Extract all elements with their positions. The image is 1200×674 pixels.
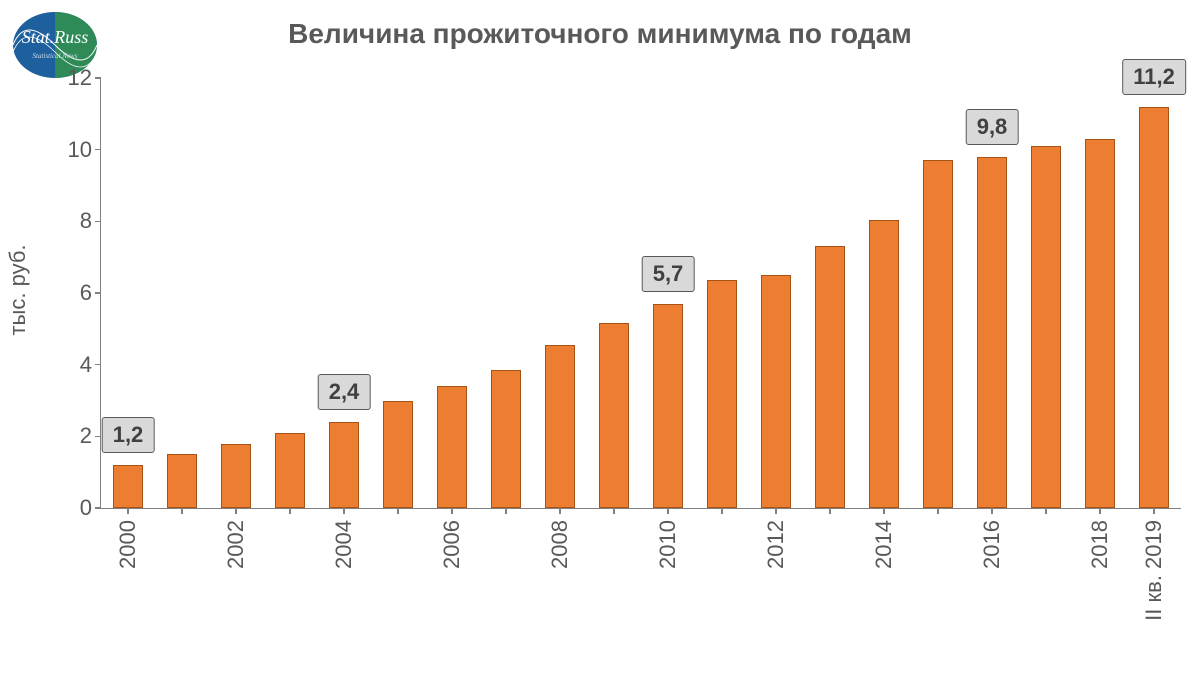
x-tick-mark bbox=[235, 508, 237, 514]
bar bbox=[221, 444, 251, 509]
bar bbox=[167, 454, 197, 508]
x-tick-label: 2012 bbox=[763, 520, 789, 569]
value-callout: 2,4 bbox=[318, 374, 371, 410]
bar bbox=[869, 220, 899, 508]
y-tick-mark bbox=[95, 292, 101, 294]
x-tick-label: II кв. 2019 bbox=[1141, 520, 1167, 621]
bar bbox=[275, 433, 305, 508]
y-tick-label: 6 bbox=[80, 280, 92, 306]
y-tick-mark bbox=[95, 149, 101, 151]
x-tick-mark bbox=[883, 508, 885, 514]
x-tick-mark bbox=[1153, 508, 1155, 514]
x-tick-mark bbox=[181, 508, 183, 514]
bar bbox=[383, 401, 413, 509]
x-tick-mark bbox=[667, 508, 669, 514]
y-tick-mark bbox=[95, 221, 101, 223]
x-tick-mark bbox=[775, 508, 777, 514]
y-tick-mark bbox=[95, 364, 101, 366]
x-tick-mark bbox=[397, 508, 399, 514]
bar bbox=[761, 275, 791, 508]
x-tick-mark bbox=[451, 508, 453, 514]
bar bbox=[653, 304, 683, 508]
y-tick-label: 0 bbox=[80, 495, 92, 521]
bar bbox=[329, 422, 359, 508]
bar bbox=[491, 370, 521, 508]
y-tick-label: 8 bbox=[80, 208, 92, 234]
bar bbox=[707, 280, 737, 508]
x-tick-label: 2014 bbox=[871, 520, 897, 569]
bar bbox=[1031, 146, 1061, 508]
logo-text-sub: Statistical News bbox=[33, 52, 78, 60]
y-tick-label: 10 bbox=[68, 137, 92, 163]
value-callout: 1,2 bbox=[102, 417, 155, 453]
y-tick-mark bbox=[95, 77, 101, 79]
x-tick-label: 2018 bbox=[1087, 520, 1113, 569]
bar bbox=[1139, 107, 1169, 508]
y-tick-label: 2 bbox=[80, 423, 92, 449]
x-tick-label: 2000 bbox=[115, 520, 141, 569]
x-tick-mark bbox=[937, 508, 939, 514]
bar bbox=[113, 465, 143, 508]
x-tick-mark bbox=[829, 508, 831, 514]
x-tick-mark bbox=[721, 508, 723, 514]
chart-title: Величина прожиточного минимума по годам bbox=[0, 18, 1200, 50]
x-tick-label: 2004 bbox=[331, 520, 357, 569]
x-tick-mark bbox=[1045, 508, 1047, 514]
x-tick-label: 2016 bbox=[979, 520, 1005, 569]
value-callout: 11,2 bbox=[1122, 59, 1186, 95]
x-tick-mark bbox=[505, 508, 507, 514]
x-tick-mark bbox=[343, 508, 345, 514]
x-tick-mark bbox=[1099, 508, 1101, 514]
y-axis-label: тыс. руб. bbox=[5, 244, 31, 335]
bar bbox=[545, 345, 575, 508]
y-tick-mark bbox=[95, 436, 101, 438]
bar bbox=[923, 160, 953, 508]
plot-area: 2000200220042006200820102012201420162018… bbox=[100, 78, 1181, 509]
x-tick-mark bbox=[559, 508, 561, 514]
y-tick-label: 12 bbox=[68, 65, 92, 91]
x-tick-mark bbox=[991, 508, 993, 514]
x-tick-label: 2010 bbox=[655, 520, 681, 569]
bar bbox=[437, 386, 467, 508]
value-callout: 9,8 bbox=[966, 109, 1019, 145]
x-tick-label: 2006 bbox=[439, 520, 465, 569]
value-callout: 5,7 bbox=[642, 256, 695, 292]
chart-root: Stat.Russ Statistical News Величина прож… bbox=[0, 0, 1200, 674]
x-tick-mark bbox=[127, 508, 129, 514]
bar bbox=[815, 246, 845, 508]
x-tick-label: 2002 bbox=[223, 520, 249, 569]
bar bbox=[599, 323, 629, 508]
x-tick-mark bbox=[613, 508, 615, 514]
bar bbox=[977, 157, 1007, 508]
y-tick-label: 4 bbox=[80, 352, 92, 378]
x-tick-label: 2008 bbox=[547, 520, 573, 569]
bar bbox=[1085, 139, 1115, 508]
x-tick-mark bbox=[289, 508, 291, 514]
y-tick-mark bbox=[95, 507, 101, 509]
